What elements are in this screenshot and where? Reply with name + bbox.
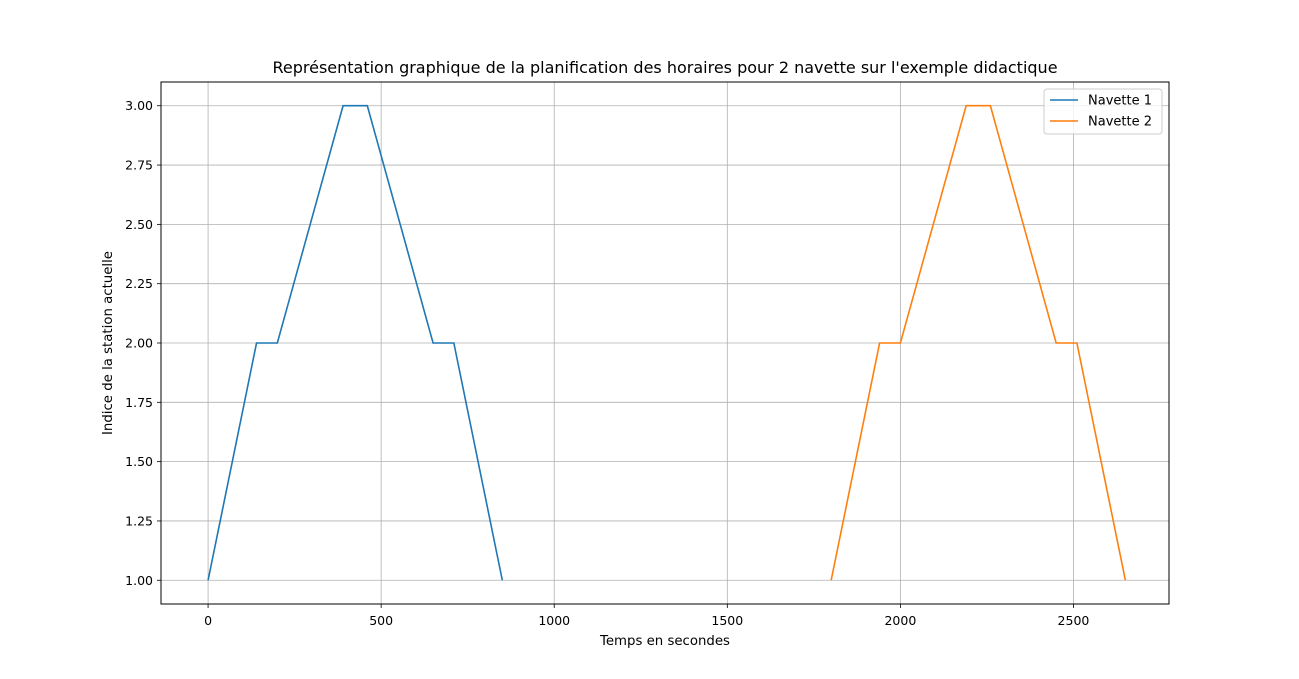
x-axis-ticks: 0 500 1000 1500 2000 2500 bbox=[204, 604, 1089, 628]
x-tick-label: 2500 bbox=[1058, 613, 1090, 628]
y-tick-label: 2.75 bbox=[125, 158, 153, 173]
y-tick-label: 1.25 bbox=[125, 513, 153, 528]
chart-title: Représentation graphique de la planifica… bbox=[272, 58, 1057, 77]
legend: Navette 1 Navette 2 bbox=[1043, 88, 1163, 135]
x-tick-label: 1000 bbox=[538, 613, 570, 628]
y-axis-label: Indice de la station actuelle bbox=[101, 251, 116, 435]
x-tick-label: 0 bbox=[204, 613, 212, 628]
y-tick-label: 3.00 bbox=[125, 98, 153, 113]
series-line-1 bbox=[207, 104, 504, 581]
x-axis-label: Temps en secondes bbox=[599, 634, 730, 649]
x-tick-label: 2000 bbox=[884, 613, 916, 628]
y-tick-label: 1.75 bbox=[125, 395, 153, 410]
x-tick-label: 1500 bbox=[711, 613, 743, 628]
y-tick-label: 2.50 bbox=[125, 217, 153, 232]
x-tick-label: 500 bbox=[369, 613, 393, 628]
legend-label-1: Navette 1 bbox=[1088, 94, 1152, 109]
legend-label-2: Navette 2 bbox=[1088, 115, 1152, 130]
y-tick-label: 2.00 bbox=[125, 336, 153, 351]
y-tick-label: 1.00 bbox=[125, 573, 153, 588]
y-tick-label: 2.25 bbox=[125, 276, 153, 291]
grid bbox=[161, 82, 1169, 604]
series-line-2 bbox=[830, 104, 1127, 581]
series-layer bbox=[207, 104, 1127, 581]
y-axis-ticks: 1.00 1.25 1.50 1.75 2.00 2.25 2.50 2.75 3.00 bbox=[125, 98, 161, 588]
y-tick-label: 1.50 bbox=[125, 454, 153, 469]
